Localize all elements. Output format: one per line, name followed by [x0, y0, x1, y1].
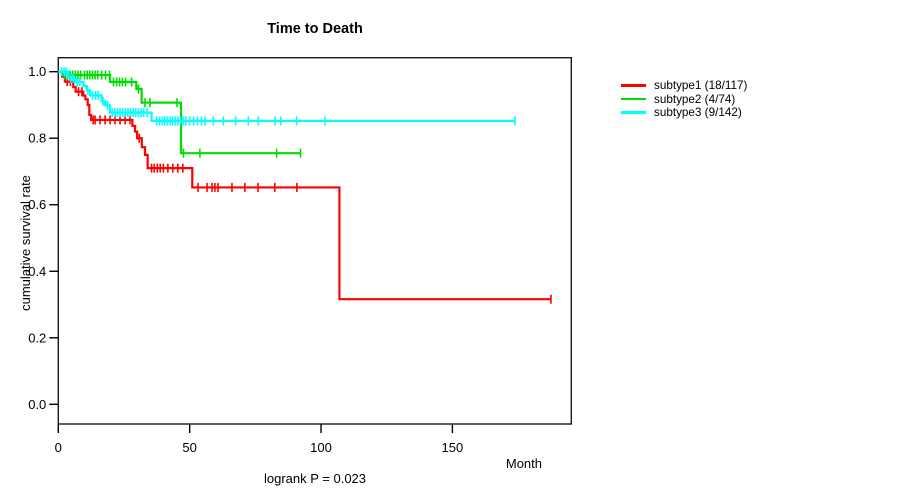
legend-label-subtype3: subtype3 (9/142)	[654, 105, 742, 119]
legend-item-subtype2: subtype2 (4/74)	[621, 92, 747, 106]
x-axis-tick-label: 0	[55, 440, 62, 455]
x-axis-tick-label: 150	[442, 440, 464, 455]
censor-marks-subtype1	[66, 77, 552, 304]
y-axis-tick-label: 0.8	[28, 131, 46, 146]
legend-line-subtype1	[621, 84, 646, 87]
x-axis-tick-label: 50	[182, 440, 196, 455]
legend-item-subtype3: subtype3 (9/142)	[621, 106, 747, 119]
censor-marks-subtype3	[60, 67, 516, 126]
legend-label-subtype2: subtype2 (4/74)	[654, 92, 736, 106]
y-axis-tick-label: 0.2	[28, 330, 46, 345]
legend-line-subtype2	[621, 97, 646, 101]
y-axis-tick-label: 0.0	[28, 397, 46, 412]
y-axis-tick-label: 0.4	[28, 264, 46, 279]
legend-item-subtype1: subtype1 (18/117)	[621, 79, 747, 92]
legend-line-subtype3	[621, 111, 646, 114]
censor-marks-subtype2	[64, 70, 302, 158]
chart-title: Time to Death	[267, 21, 363, 37]
x-axis-tick-label: 100	[310, 440, 332, 455]
survival-curve-subtype2	[58, 70, 301, 155]
y-axis-tick-label: 1.0	[28, 64, 46, 79]
legend: subtype1 (18/117) subtype2 (4/74) subtyp…	[621, 79, 747, 119]
survival-curve-subtype3	[58, 70, 515, 123]
plot-border	[57, 57, 572, 425]
y-axis-tick-label: 0.6	[28, 197, 46, 212]
survival-curve-subtype1	[58, 70, 551, 301]
legend-label-subtype1: subtype1 (18/117)	[654, 79, 748, 93]
y-axis-label: cumulative survival rate	[18, 175, 33, 311]
x-axis-label: Month	[505, 456, 542, 471]
logrank-annotation: logrank P = 0.023	[263, 471, 367, 486]
